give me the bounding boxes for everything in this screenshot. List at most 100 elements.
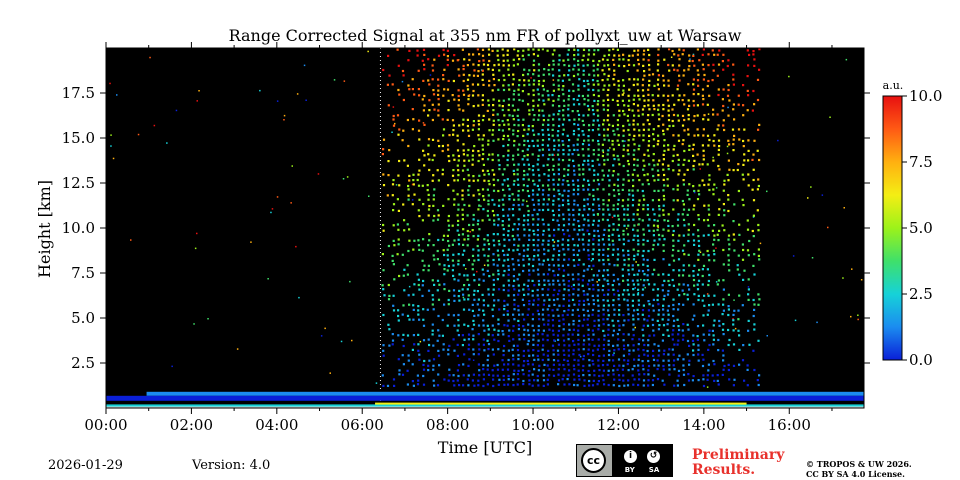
- signal-cell: [527, 79, 530, 82]
- signal-cell: [547, 288, 550, 291]
- signal-cell: [692, 99, 695, 103]
- signal-cell: [408, 49, 411, 52]
- signal-cell: [596, 274, 599, 277]
- signal-cell: [678, 94, 681, 97]
- signal-cell: [538, 114, 541, 117]
- signal-cell: [562, 328, 565, 331]
- signal-cell: [708, 273, 711, 277]
- signal-cell: [472, 348, 475, 351]
- signal-cell: [567, 145, 570, 148]
- signal-cell: [656, 169, 660, 172]
- signal-cell: [423, 94, 426, 98]
- signal-cell: [523, 84, 526, 87]
- signal-cell: [608, 184, 611, 187]
- signal-cell: [541, 139, 545, 142]
- signal-cell: [662, 189, 665, 192]
- signal-cell: [512, 129, 515, 132]
- noise-speck: [726, 145, 729, 148]
- signal-cell: [667, 289, 670, 293]
- signal-cell: [668, 124, 671, 128]
- signal-cell: [457, 313, 460, 317]
- noise-speck: [640, 278, 642, 281]
- signal-cell: [462, 79, 465, 83]
- signal-cell: [392, 224, 395, 227]
- noise-speck: [394, 122, 396, 125]
- signal-cell: [541, 358, 544, 362]
- signal-cell: [531, 125, 534, 128]
- signal-cell: [706, 268, 709, 271]
- signal-cell: [381, 374, 384, 377]
- signal-cell: [516, 344, 519, 347]
- signal-cell: [456, 193, 459, 196]
- signal-cell: [672, 239, 675, 242]
- signal-cell: [446, 248, 449, 251]
- signal-cell: [453, 98, 456, 101]
- signal-cell: [582, 123, 585, 127]
- signal-cell: [677, 134, 680, 137]
- signal-cell: [721, 373, 724, 376]
- signal-cell: [713, 134, 716, 137]
- signal-cell: [582, 299, 585, 302]
- signal-cell: [458, 74, 461, 77]
- signal-cell: [647, 359, 650, 363]
- signal-cell: [627, 253, 630, 256]
- signal-cell: [588, 193, 591, 196]
- signal-cell: [617, 94, 620, 97]
- signal-cell: [677, 325, 680, 328]
- signal-cell: [521, 313, 524, 316]
- signal-cell: [488, 183, 491, 186]
- signal-cell: [587, 258, 590, 261]
- signal-cell: [716, 379, 719, 382]
- signal-cell: [642, 258, 645, 261]
- signal-cell: [692, 375, 695, 378]
- signal-cell: [427, 264, 430, 267]
- signal-cell: [647, 59, 650, 62]
- signal-cell: [576, 73, 580, 76]
- noise-speck: [476, 270, 478, 273]
- signal-cell: [606, 218, 609, 222]
- signal-cell: [597, 359, 600, 362]
- signal-cell: [558, 118, 561, 121]
- signal-cell: [558, 304, 561, 307]
- signal-cell: [568, 78, 571, 81]
- noise-speck: [706, 386, 709, 388]
- signal-cell: [752, 50, 755, 53]
- signal-cell: [537, 279, 540, 283]
- signal-cell: [501, 173, 504, 176]
- signal-cell: [651, 248, 655, 251]
- signal-cell: [717, 338, 720, 342]
- signal-cell: [557, 228, 560, 231]
- signal-cell: [623, 289, 626, 292]
- by-person-icon: i: [622, 447, 639, 465]
- signal-cell: [682, 218, 686, 221]
- signal-cell: [608, 263, 611, 266]
- signal-cell: [528, 370, 531, 373]
- signal-cell: [556, 134, 559, 137]
- signal-cell: [537, 339, 540, 342]
- noise-speck: [110, 145, 112, 147]
- signal-cell: [542, 233, 545, 236]
- signal-cell: [562, 218, 565, 221]
- signal-cell: [732, 233, 735, 236]
- signal-cell: [681, 114, 685, 117]
- signal-cell: [632, 238, 635, 241]
- signal-cell: [391, 343, 394, 346]
- signal-cell: [682, 334, 685, 337]
- signal-cell: [613, 313, 616, 316]
- signal-cell: [567, 349, 570, 352]
- signal-cell: [446, 324, 449, 327]
- signal-cell: [587, 338, 590, 341]
- signal-cell: [526, 219, 529, 222]
- signal-cell: [461, 344, 464, 347]
- signal-cell: [547, 169, 550, 172]
- signal-cell: [577, 164, 580, 167]
- signal-cell: [568, 299, 571, 302]
- signal-cell: [548, 283, 551, 286]
- signal-cell: [588, 73, 591, 76]
- signal-cell: [442, 343, 445, 346]
- signal-cell: [693, 264, 696, 267]
- signal-cell: [722, 323, 725, 326]
- signal-cell: [543, 283, 546, 286]
- signal-cell: [566, 359, 569, 362]
- signal-cell: [528, 83, 531, 86]
